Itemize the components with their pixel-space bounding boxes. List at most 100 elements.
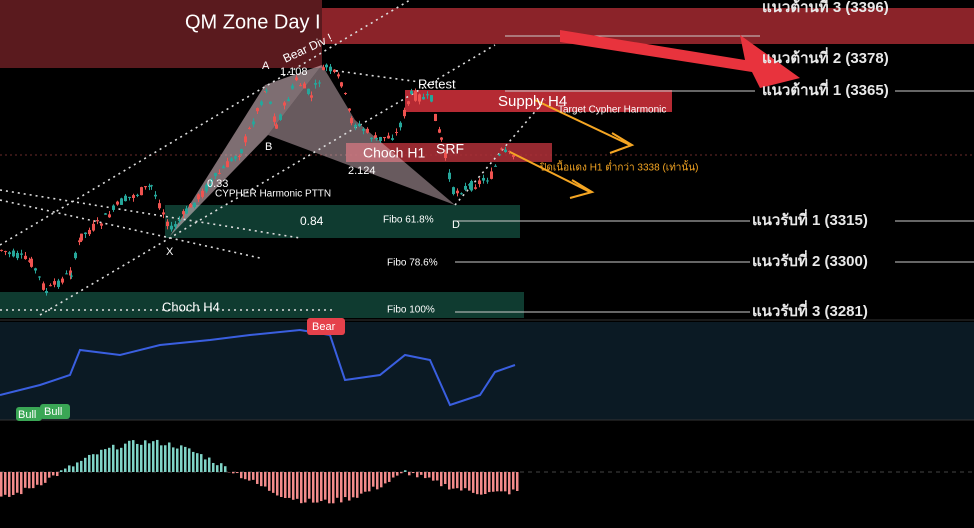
rsi-tag: Bull [18,409,36,421]
hist-bar [180,445,183,472]
hist-bar [200,454,203,472]
candle-body [201,190,204,197]
candle-body [178,219,181,221]
candle-body [240,149,243,154]
candle-body [61,278,64,283]
candle-body [185,208,188,214]
candle-body [182,211,185,215]
hist-bar [112,444,115,472]
candle-body [307,88,310,94]
candle-body [358,123,361,127]
candle-body [318,82,321,84]
point-label: A [262,60,270,72]
candle-body [370,137,373,139]
candle-body [108,214,111,218]
hist-bar [508,472,511,495]
candle-body [275,124,278,129]
hist-bar [484,472,487,494]
harmonic-bcd [268,65,455,205]
candle-body [12,250,15,257]
candle-body [303,83,306,89]
hist-bar [192,451,195,472]
hist-bar [476,472,479,495]
hist-bar [252,472,255,480]
candle-body [84,232,87,235]
hist-bar [148,443,151,472]
hist-bar [44,472,47,483]
hist-bar [428,472,431,478]
candle-body [132,195,135,198]
hist-bar [176,448,179,472]
ratio-label: 0.84 [300,214,324,228]
hist-bar [20,472,23,495]
candle-body [430,95,433,102]
candle-body [154,194,157,197]
hist-bar [84,457,87,472]
candle-body [8,252,11,255]
hist-bar [256,472,259,484]
candle-body [460,193,463,195]
hist-bar [4,472,7,495]
hist-bar [8,472,11,497]
hist-bar [292,472,295,500]
candle-body [174,224,177,227]
level-label: แนวรับที่ 1 (3315) [752,209,868,229]
candle-body [295,77,298,81]
hist-bar [328,472,331,504]
hist-bar [184,446,187,472]
candle-body [244,136,247,143]
hist-bar [244,472,247,480]
candle-body [456,190,459,194]
hist-bar [336,472,339,498]
candle-body [238,156,241,158]
candle-body [193,202,196,207]
hist-bar [460,472,463,491]
hist-bar [96,454,99,472]
candle-body [49,285,52,287]
candle-body [418,94,421,102]
candle-body [205,184,208,192]
candle-body [490,171,493,179]
choch-h1-zone [346,143,552,162]
hist-bar [304,472,307,503]
bull-tag [40,404,70,419]
hist-bar [12,472,15,495]
hist-bar [240,472,243,479]
candle-body [140,187,143,196]
candle-body [333,69,336,72]
candle-body [218,173,221,175]
candles [0,63,515,296]
candle-body [464,185,467,190]
candle-body [468,184,471,186]
point-label: D [452,219,460,231]
hist-bar [412,472,415,474]
candle-body [120,198,123,205]
hist-bar [68,465,71,472]
candle-body [422,96,425,100]
hist-bar [344,472,347,498]
hist-bar [480,472,483,495]
hist-bar [288,472,291,498]
ratio-label: 0.33 [207,178,228,190]
hist-bar [512,472,515,490]
rsi-tag: Bear [312,321,336,333]
hist-bar [348,472,351,501]
hist-bar [60,470,63,472]
candle-body [74,252,77,259]
candle-body [395,132,398,134]
hist-bar [196,453,199,472]
hist-bar [516,472,519,491]
candle-body [78,240,81,243]
hist-bar [440,472,443,487]
hist-bar [224,466,227,472]
qm-zone [0,0,322,68]
candle-body [283,102,286,106]
hist-bar [264,472,267,487]
hist-bar [80,460,83,472]
hist-bar [136,443,139,472]
point-label: X [166,246,174,258]
candle-body [80,233,83,241]
hist-bar [492,472,495,492]
hist-bar [188,448,191,472]
hist-bar [164,445,167,472]
